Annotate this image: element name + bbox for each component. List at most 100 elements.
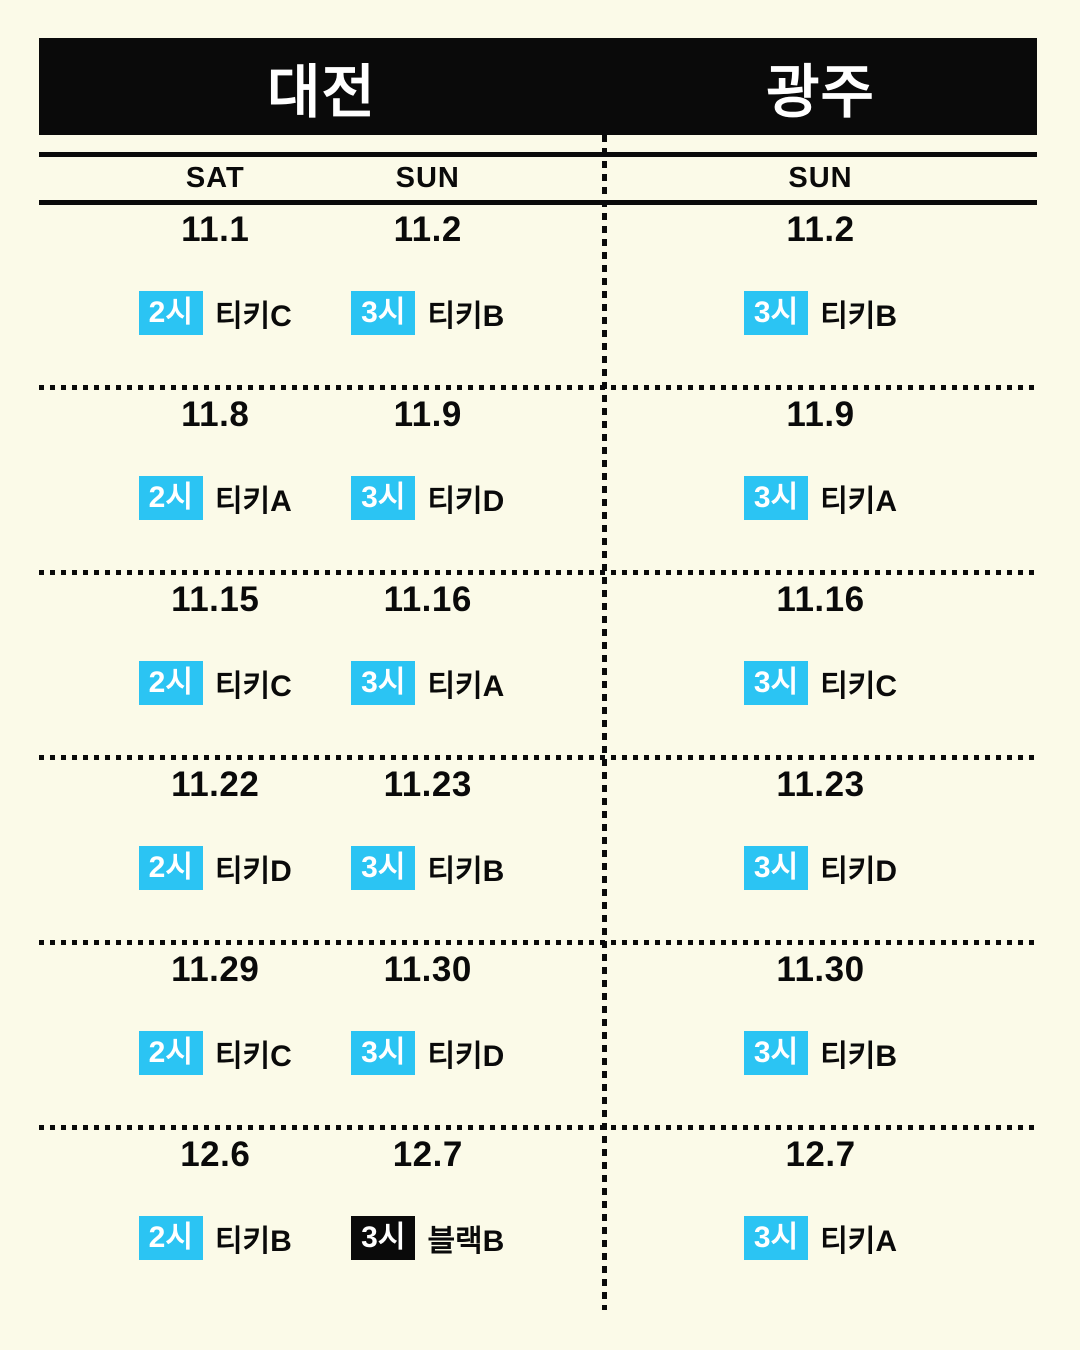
schedule-cell: 11.16 3시 티키C (604, 575, 1037, 755)
time-badge: 3시 (351, 291, 416, 335)
row-left-section: 11.29 2시 티키C 11.30 3시 티키D (39, 945, 604, 1125)
time-badge: 3시 (351, 1031, 416, 1075)
schedule-row: 11.1 2시 티키C 11.2 3시 티키B 11.2 3시 티키B (39, 205, 1037, 385)
badge-line: 3시 블랙B (351, 1216, 504, 1260)
schedule-cell: 11.16 3시 티키A (322, 575, 535, 755)
date-label: 11.30 (776, 950, 865, 989)
show-label: 티키B (820, 300, 898, 333)
show-label: 티키B (214, 1225, 292, 1258)
row-left-section: 11.8 2시 티키A 11.9 3시 티키D (39, 390, 604, 570)
schedule-cell: 12.6 2시 티키B (109, 1130, 322, 1310)
time-badge: 2시 (138, 1031, 203, 1075)
badge-line: 2시 티키A (138, 476, 292, 520)
date-label: 11.15 (171, 580, 260, 619)
time-badge: 3시 (743, 1031, 809, 1075)
schedule-row: 11.15 2시 티키C 11.16 3시 티키A 11.16 3시 티키C (39, 575, 1037, 755)
city-title-gwangju: 광주 (766, 59, 875, 125)
row-right-section: 11.9 3시 티키A (604, 390, 1037, 570)
schedule-cell: 11.9 3시 티키A (604, 390, 1037, 570)
row-divider (39, 755, 1037, 760)
header-bar: 대전 광주 (39, 38, 1037, 135)
show-label: 티키A (820, 485, 898, 518)
row-right-section: 11.30 3시 티키B (604, 945, 1037, 1125)
time-badge: 3시 (351, 661, 416, 705)
schedule-cell: 11.9 3시 티키D (322, 390, 535, 570)
schedule-cell: 12.7 3시 티키A (604, 1130, 1037, 1310)
row-right-section: 11.23 3시 티키D (604, 760, 1037, 940)
day-header-right-section: SUN (604, 157, 1037, 200)
show-label: 티키C (214, 670, 292, 703)
row-left-section: 11.22 2시 티키D 11.23 3시 티키B (39, 760, 604, 940)
schedule-row: 12.6 2시 티키B 12.7 3시 블랙B 12.7 3시 티키A (39, 1130, 1037, 1310)
badge-line: 3시 티키D (743, 846, 898, 890)
badge-line: 2시 티키C (138, 661, 292, 705)
badge-line: 3시 티키A (351, 661, 504, 705)
row-divider (39, 385, 1037, 390)
date-label: 11.16 (776, 580, 865, 619)
row-divider (39, 940, 1037, 945)
show-label: 티키A (427, 670, 505, 703)
schedule-cell: 11.15 2시 티키C (109, 575, 322, 755)
show-label: 티키D (427, 1040, 505, 1073)
show-label: 블랙B (427, 1225, 505, 1258)
show-label: 티키B (820, 1040, 898, 1073)
schedule-row: 11.29 2시 티키C 11.30 3시 티키D 11.30 3시 티키B (39, 945, 1037, 1125)
badge-line: 3시 티키B (743, 291, 898, 335)
time-badge: 3시 (351, 846, 416, 890)
badge-line: 3시 티키D (351, 1031, 504, 1075)
badge-line: 3시 티키A (743, 476, 898, 520)
schedule-cell: 11.30 3시 티키B (604, 945, 1037, 1125)
badge-line: 3시 티키D (351, 476, 504, 520)
schedule-row: 11.22 2시 티키D 11.23 3시 티키B 11.23 3시 티키D (39, 760, 1037, 940)
date-label: 11.9 (786, 395, 855, 434)
row-right-section: 11.16 3시 티키C (604, 575, 1037, 755)
badge-line: 2시 티키C (138, 1031, 292, 1075)
show-label: 티키D (214, 855, 292, 888)
time-badge: 3시 (743, 661, 809, 705)
date-label: 11.8 (181, 395, 250, 434)
row-right-section: 11.2 3시 티키B (604, 205, 1037, 385)
row-left-section: 11.1 2시 티키C 11.2 3시 티키B (39, 205, 604, 385)
schedule-cell: 11.2 3시 티키B (604, 205, 1037, 385)
day-header-left-section: SAT SUN (39, 157, 604, 200)
day-header-row: SAT SUN SUN (39, 152, 1037, 205)
time-badge: 3시 (743, 1216, 809, 1260)
date-label: 11.1 (181, 210, 250, 249)
date-label: 11.22 (171, 765, 260, 804)
show-label: 티키C (214, 1040, 292, 1073)
badge-line: 3시 티키C (743, 661, 898, 705)
time-badge: 3시 (743, 291, 809, 335)
time-badge: 2시 (138, 846, 203, 890)
show-label: 티키A (820, 1225, 898, 1258)
schedule-cell: 11.23 3시 티키B (322, 760, 535, 940)
date-label: 12.6 (180, 1135, 251, 1174)
schedule-cell: 11.8 2시 티키A (109, 390, 322, 570)
date-label: 11.16 (383, 580, 472, 619)
show-label: 티키C (214, 300, 292, 333)
schedule-cell: 11.23 3시 티키D (604, 760, 1037, 940)
time-badge: 3시 (351, 476, 416, 520)
badge-line: 3시 티키B (743, 1031, 898, 1075)
badge-line: 3시 티키B (351, 846, 504, 890)
day-header-sun-left: SUN (395, 162, 460, 194)
day-header-sat: SAT (185, 162, 245, 194)
date-label: 11.29 (171, 950, 260, 989)
row-divider (39, 570, 1037, 575)
vertical-divider (602, 135, 607, 1310)
date-label: 11.23 (383, 765, 472, 804)
show-label: 티키C (820, 670, 898, 703)
badge-line: 2시 티키C (138, 291, 292, 335)
time-badge: 2시 (138, 1216, 203, 1260)
row-divider (39, 1125, 1037, 1130)
time-badge: 3시 (351, 1216, 416, 1260)
time-badge: 3시 (743, 476, 809, 520)
date-label: 11.30 (383, 950, 472, 989)
schedule-cell: 11.29 2시 티키C (109, 945, 322, 1125)
show-label: 티키A (214, 485, 292, 518)
badge-line: 3시 티키A (743, 1216, 898, 1260)
date-label: 11.9 (393, 395, 462, 434)
show-label: 티키B (427, 855, 505, 888)
schedule-cell: 11.22 2시 티키D (109, 760, 322, 940)
row-left-section: 12.6 2시 티키B 12.7 3시 블랙B (39, 1130, 604, 1310)
show-label: 티키D (820, 855, 898, 888)
